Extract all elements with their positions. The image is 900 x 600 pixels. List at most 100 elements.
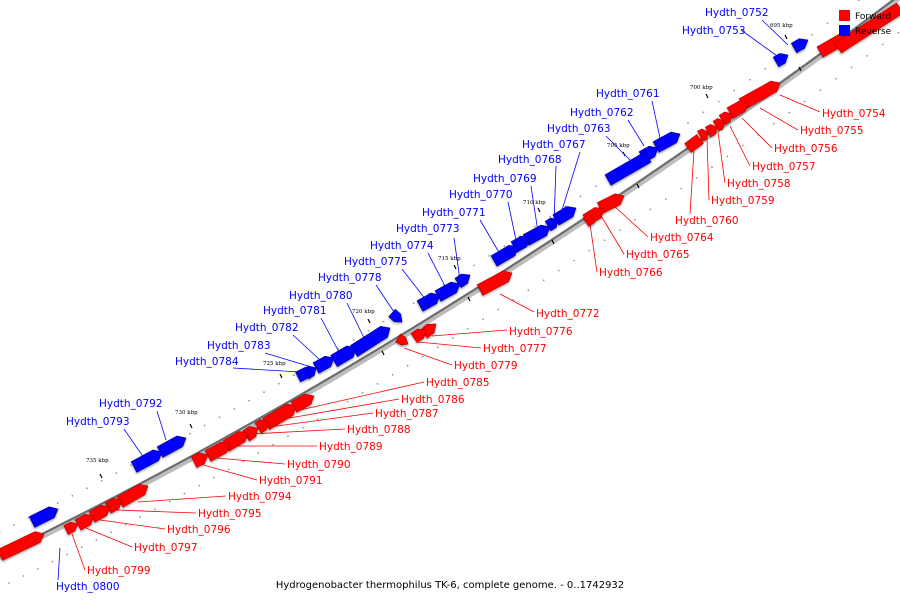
label-leader	[706, 137, 710, 201]
gene-hydth-0772	[476, 270, 513, 296]
label-leader	[431, 329, 508, 337]
gene-label: Hydth_0800	[56, 581, 120, 593]
scale-dot	[316, 418, 319, 420]
scale-dot	[406, 364, 409, 367]
scale-dot	[56, 502, 59, 505]
scale-dot	[110, 531, 112, 534]
gene-label: Hydth_0796	[167, 524, 231, 536]
scale-dot	[527, 289, 530, 292]
scale-dot	[466, 327, 469, 330]
gene-hydth-0796	[88, 504, 111, 523]
label-leader	[605, 135, 631, 161]
gene-hydth-0767	[552, 206, 577, 226]
scale-dot	[382, 320, 385, 323]
gene-label: Hydth_0790	[287, 459, 351, 471]
label-leader	[741, 117, 773, 149]
gene-label: Hydth_0786	[401, 394, 465, 406]
label-leader	[320, 317, 341, 355]
label-leader	[530, 185, 539, 233]
scale-dot	[695, 177, 698, 179]
gene-hydth-0778	[388, 308, 403, 323]
label-leader	[249, 428, 346, 435]
scale-dot	[717, 100, 720, 103]
scale-tick-mark	[705, 93, 709, 99]
scale-dot	[168, 500, 171, 503]
gene-hydth-0793	[130, 449, 163, 473]
scale-tick-label: 730 kbp	[175, 410, 198, 416]
scale-tick-label: 715 kbp	[438, 256, 461, 262]
scale-dot	[95, 538, 98, 541]
scale-dot	[337, 347, 340, 350]
scale-dot	[352, 338, 355, 341]
gene-label: Hydth_0774	[370, 240, 434, 252]
scale-tick-mark	[467, 296, 471, 302]
scale-dot	[287, 435, 289, 438]
scale-dot	[748, 78, 751, 81]
scale-dot	[376, 382, 379, 385]
gene-hydth-0775	[416, 292, 441, 312]
scale-dot	[421, 355, 424, 358]
label-leader	[599, 213, 625, 255]
gene-label: Hydth_0785	[426, 377, 490, 389]
gene-label: Hydth_0756	[774, 143, 838, 155]
scale-dot	[811, 33, 813, 36]
gene-hydth-0800	[28, 506, 59, 528]
gene-label: Hydth_0753	[682, 25, 746, 37]
scale-tick-mark	[798, 66, 802, 72]
gene-label: Hydth_0791	[259, 475, 323, 487]
label-leader	[611, 203, 649, 238]
gene-label: Hydth_0788	[347, 424, 411, 436]
gene-hydth-0760	[684, 134, 704, 153]
label-leader	[417, 341, 482, 349]
gene-label: Hydth_0754	[822, 108, 886, 120]
label-leader	[759, 107, 799, 131]
gene-label: Hydth_0787	[375, 408, 439, 420]
label-leader	[717, 131, 726, 184]
gene-hydth-0782	[312, 355, 335, 374]
gene-hydth-0759	[697, 128, 709, 142]
label-leader	[71, 533, 86, 571]
gene-label: Hydth_0794	[228, 491, 292, 503]
scale-dot	[803, 100, 806, 103]
scale-dot	[8, 582, 10, 584]
scale-dot	[27, 516, 30, 519]
label-leader	[651, 100, 661, 139]
gene-labels: Hydth_0752 Hydth_0753 Hydth_0754 Hydth_0755…	[56, 7, 886, 593]
label-leader	[199, 463, 258, 481]
gene-hydth-0769	[522, 224, 551, 246]
gene-feature-unlabeled	[0, 531, 45, 561]
gene-hydth-0794	[116, 483, 149, 508]
gene-hydth-0786	[262, 403, 297, 431]
gene-hydth-0773	[454, 273, 471, 289]
scale-dot	[436, 346, 439, 349]
scale-dot	[618, 229, 621, 232]
scale-ticks: 695 kbp 700 kbp 705 kbp 710 kbp 715 kbp 720 k…	[86, 23, 802, 511]
scale-dot	[51, 560, 54, 563]
scale-dot	[702, 111, 705, 114]
scale-dot	[588, 249, 591, 252]
gene-hydth-0761	[652, 131, 681, 153]
gene-label: Hydth_0768	[498, 154, 562, 166]
gene-hydth-0771	[490, 244, 519, 267]
label-leader	[453, 237, 461, 281]
scale-dot	[263, 391, 265, 394]
scale-dot	[733, 89, 736, 92]
gene-hydth-0752	[790, 38, 809, 54]
gene-hydth-0790	[204, 441, 231, 462]
gene-hydth-0797	[74, 513, 95, 531]
scale-dot	[857, 0, 860, 2]
gene-label: Hydth_0762	[570, 107, 634, 119]
gene-hydth-0766	[582, 213, 596, 227]
gene-hydth-0787	[254, 419, 269, 434]
scale-tick-mark	[636, 183, 640, 189]
label-leader	[401, 268, 427, 301]
scale-dot	[13, 524, 15, 526]
label-leader	[85, 527, 133, 548]
gene-hydth-0792	[156, 435, 187, 458]
scale-dot	[897, 31, 900, 34]
scale-dot	[866, 55, 868, 57]
scale-dot	[687, 122, 689, 125]
scale-dot	[557, 269, 560, 272]
label-leader	[115, 509, 197, 514]
scale-dot	[533, 225, 536, 228]
